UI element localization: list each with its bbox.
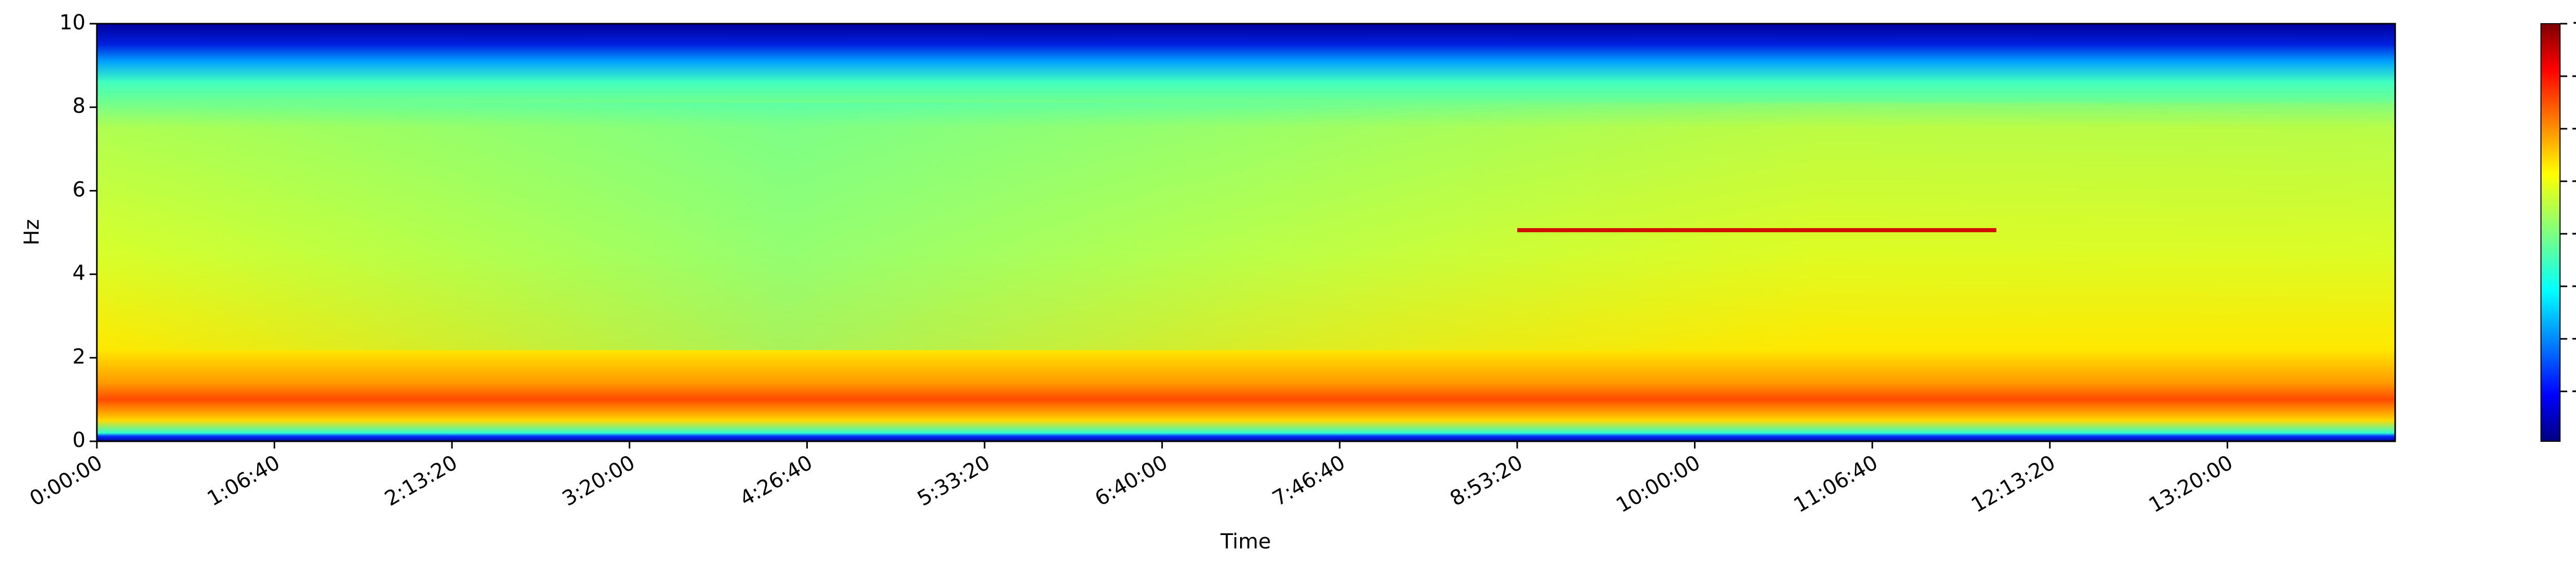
colorbar-tick-label: -60 dB [2571,326,2576,350]
y-tick-label: 10 [59,11,86,35]
x-tick-label: 5:33:20 [913,451,994,511]
x-tick-label: 10:00:00 [1612,451,1704,518]
x-tick-label: 0:00:00 [26,451,107,511]
y-axis-label: Hz [20,219,44,245]
colorbar-tick-label: -40 dB [2571,221,2576,245]
y-tick-label: 8 [73,94,86,118]
x-axis-label: Time [1220,530,1271,554]
x-tick-label: 11:06:40 [1790,451,1882,518]
x-tick-label: 8:53:20 [1446,451,1527,511]
spectrogram-shade [97,103,2395,350]
x-tick-label: 13:20:00 [2145,451,2237,518]
y-tick-label: 4 [73,262,86,285]
x-tick-label: 2:13:20 [381,451,462,511]
colorbar-tick-label: -70 dB [2571,378,2576,402]
colorbar-tick-label: +0 dB [2571,11,2576,35]
x-tick-label: 7:46:40 [1268,451,1349,511]
colorbar-tick-label: -10 dB [2571,63,2576,87]
colorbar-tick-label: -20 dB [2571,116,2576,140]
y-tick-label: 2 [73,345,86,369]
colorbar-tick-label: -50 dB [2571,273,2576,297]
colorbar [2540,23,2561,442]
x-tick-label: 1:06:40 [204,451,284,511]
plot-frame [96,23,2396,442]
x-tick-label: 12:13:20 [1968,451,2060,518]
x-tick-label: 6:40:00 [1091,451,1172,511]
x-tick-label: 4:26:40 [736,451,817,511]
colorbar-tick-label: -30 dB [2571,168,2576,192]
y-tick-label: 0 [73,428,86,452]
y-tick-label: 6 [73,178,86,201]
x-tick-label: 3:20:00 [558,451,639,511]
